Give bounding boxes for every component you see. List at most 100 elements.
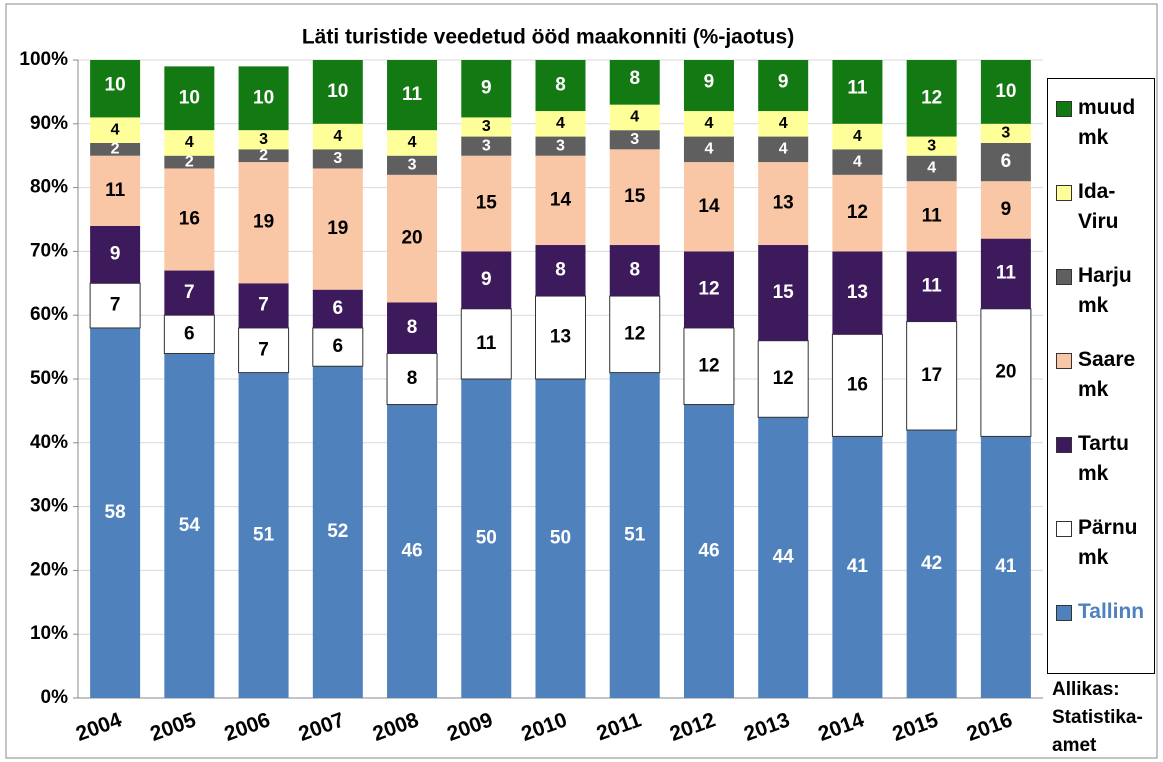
legend-swatch (1056, 521, 1072, 537)
bar-segment (609, 130, 660, 150)
bar-segment (832, 60, 883, 124)
bar-segment (535, 245, 586, 297)
bar-segment (535, 111, 586, 137)
bar-segment (461, 117, 512, 137)
data-label: 3 (630, 131, 639, 148)
bar-segment (238, 162, 289, 284)
data-label: 3 (259, 131, 268, 148)
bar-segment (832, 149, 883, 175)
legend-swatch (1056, 605, 1072, 621)
frame (5, 3, 1158, 759)
data-label: 11 (922, 205, 943, 226)
legend-item: muud mk (1056, 93, 1154, 177)
bar-segment (461, 251, 512, 309)
bar-segment (387, 302, 438, 354)
bar-segment (683, 251, 734, 328)
bar-segment (312, 123, 363, 150)
bar-segment (609, 104, 660, 131)
bar-segment (906, 251, 957, 322)
x-tick-label: 2016 (964, 708, 1016, 746)
legend-item: Ida-Viru (1056, 177, 1154, 261)
data-label: 8 (629, 68, 640, 89)
data-label: 4 (705, 141, 714, 158)
bar-segment (758, 136, 809, 163)
bar-segment (683, 136, 734, 163)
x-tick-label: 2014 (815, 708, 867, 746)
data-label: 51 (624, 524, 646, 545)
x-tick-label: 2012 (667, 708, 719, 746)
y-tick-label: 40% (30, 432, 68, 453)
bar-segment (461, 60, 512, 118)
legend-swatch (1056, 101, 1072, 117)
bar-segment (89, 282, 141, 329)
data-label: 6 (333, 298, 344, 319)
data-label: 9 (110, 244, 121, 265)
data-label: 6 (184, 323, 195, 344)
bar-segment (312, 168, 363, 290)
data-label: 4 (779, 141, 788, 158)
bar-segment (535, 295, 586, 380)
data-label: 4 (853, 128, 862, 145)
data-label: 3 (482, 118, 491, 135)
bar-segment (312, 366, 363, 698)
bar-segment (906, 60, 957, 137)
data-label: 3 (1001, 125, 1010, 142)
bar-segment (387, 174, 438, 303)
bar-segment (90, 142, 141, 156)
bar-segment (312, 149, 363, 169)
data-label: 6 (333, 336, 344, 357)
data-label: 10 (253, 87, 274, 108)
bar-segment (980, 436, 1031, 698)
bar-segment (90, 60, 141, 118)
data-label: 11 (105, 180, 126, 201)
bar-segment (758, 111, 809, 137)
data-label: 12 (773, 368, 794, 389)
data-label: 41 (847, 556, 869, 577)
data-label: 15 (773, 282, 795, 303)
data-label: 15 (476, 193, 498, 214)
data-label: 3 (927, 137, 936, 154)
legend-swatch (1056, 269, 1072, 285)
data-label: 13 (550, 327, 571, 348)
data-label: 11 (402, 84, 423, 105)
legend-swatch (1056, 437, 1072, 453)
data-label: 41 (995, 556, 1017, 577)
data-label: 50 (550, 528, 571, 549)
data-label: 10 (327, 81, 348, 102)
data-label: 4 (705, 115, 714, 132)
data-label: 7 (258, 295, 269, 316)
bar-segment (90, 155, 141, 226)
x-tick-label: 2011 (594, 708, 645, 745)
x-tick-label: 2008 (370, 708, 422, 746)
data-label: 13 (773, 193, 794, 214)
bar-segment (906, 155, 957, 182)
bar-segment (164, 353, 215, 698)
bar-segment (164, 168, 215, 271)
data-label: 9 (1001, 199, 1012, 220)
bar-segment (609, 372, 660, 698)
y-tick-label: 10% (30, 623, 68, 644)
bar-segment (238, 66, 289, 131)
data-label: 4 (927, 160, 936, 177)
legend-swatch (1056, 185, 1072, 201)
bar-segment (980, 60, 1031, 124)
bar-segment (387, 60, 438, 131)
bar-segment (906, 430, 957, 698)
data-label: 4 (630, 109, 639, 126)
data-label: 11 (922, 276, 943, 297)
data-label: 4 (556, 115, 565, 132)
data-label: 6 (1001, 151, 1012, 172)
bar-segment (609, 60, 660, 105)
bar-segment (90, 225, 141, 284)
data-label: 20 (401, 228, 422, 249)
bar-segment (832, 174, 883, 252)
data-label: 8 (555, 75, 566, 96)
data-label: 9 (704, 71, 715, 92)
legend-label: Saare mk (1078, 348, 1136, 401)
data-label: 2 (185, 153, 194, 170)
bar-segment (535, 155, 586, 246)
bar-segment (683, 60, 734, 112)
bar-segment (386, 352, 438, 406)
x-tick-label: 2009 (444, 708, 496, 746)
legend-label: Tallinn (1078, 600, 1145, 623)
